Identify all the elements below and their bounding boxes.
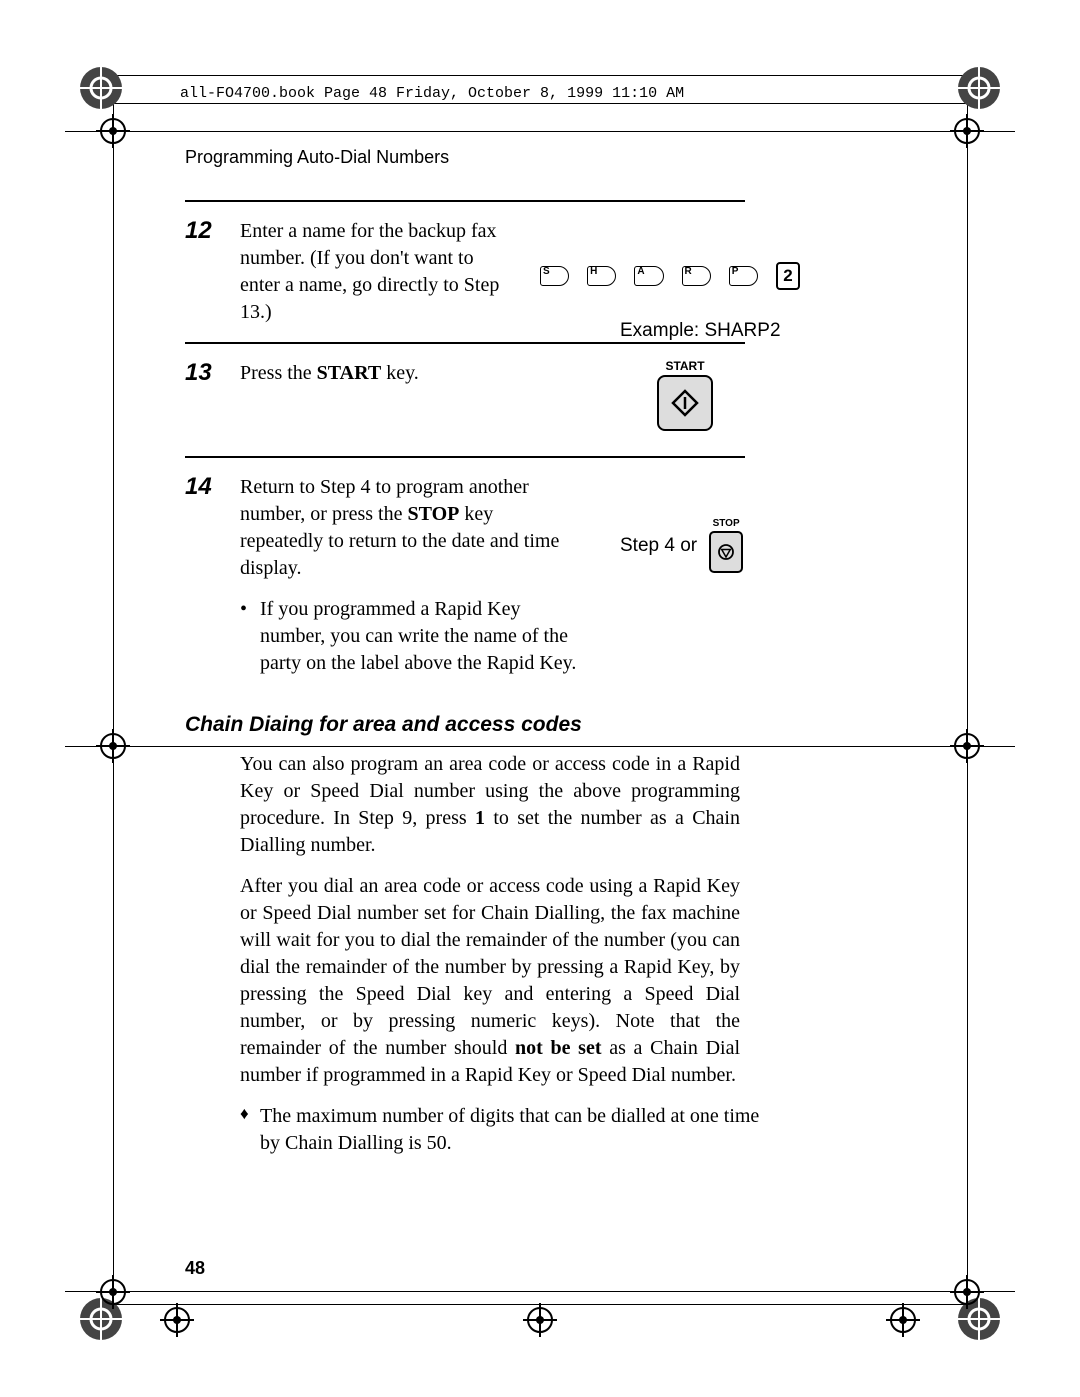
step-13: 13 Press the START key. START — [185, 342, 745, 456]
page-number: 48 — [185, 1258, 205, 1279]
crop-target-icon — [96, 1275, 130, 1309]
example-label: Example: SHARP2 — [620, 320, 800, 342]
key-S: S — [540, 266, 569, 286]
crop-target-icon — [950, 729, 984, 763]
crop-target-icon — [950, 114, 984, 148]
step-number: 12 — [185, 218, 240, 326]
start-key-icon — [657, 375, 713, 431]
page: all-FO4700.book Page 48 Friday, October … — [0, 0, 1080, 1397]
crop-rule — [65, 131, 1015, 132]
step-13-illustration: START — [520, 364, 800, 431]
text: Press the — [240, 362, 317, 384]
text: key. — [381, 362, 419, 384]
step-13-text: Press the START key. — [240, 360, 560, 387]
step-12-illustration: S H A R P 2 Example: SHARP2 — [520, 222, 800, 342]
key-P: P — [729, 266, 758, 286]
crop-target-icon — [886, 1303, 920, 1337]
crop-target-icon — [950, 1275, 984, 1309]
step-12: 12 Enter a name for the backup fax numbe… — [185, 200, 745, 342]
text-bold: 1 — [475, 807, 485, 829]
text: After you dial an area code or access co… — [240, 875, 740, 1059]
stop-key-label: STOP — [709, 518, 743, 529]
step-14: 14 Return to Step 4 to program another n… — [185, 456, 745, 693]
step-14-text: Return to Step 4 to program another numb… — [240, 474, 560, 582]
step-14-bullet: If you programmed a Rapid Key number, yo… — [240, 596, 580, 677]
crop-target-icon — [96, 114, 130, 148]
step-number: 14 — [185, 474, 240, 677]
step-number: 13 — [185, 360, 240, 440]
key-2: 2 — [776, 262, 800, 290]
chain-paragraph-2: After you dial an area code or access co… — [240, 873, 740, 1089]
masthead-text: all-FO4700.book Page 48 Friday, October … — [180, 85, 684, 102]
content-area: 12 Enter a name for the backup fax numbe… — [185, 200, 745, 1157]
key-A: A — [634, 266, 663, 286]
start-key-label: START — [650, 359, 720, 373]
chain-heading: Chain Diaing for area and access codes — [185, 713, 745, 737]
register-mark-icon — [956, 65, 1002, 111]
step-12-text: Enter a name for the backup fax number. … — [240, 218, 500, 326]
crop-target-icon — [160, 1303, 194, 1337]
text-bold: not be set — [515, 1037, 601, 1059]
crop-rule — [65, 1291, 1015, 1292]
step4-or-text: Step 4 or — [620, 535, 697, 557]
masthead-rule — [113, 103, 968, 104]
crop-target-icon — [96, 729, 130, 763]
key-R: R — [682, 266, 711, 286]
chain-paragraph-1: You can also program an area code or acc… — [240, 751, 740, 859]
chain-bullet: The maximum number of digits that can be… — [240, 1103, 760, 1157]
text-bold: STOP — [408, 503, 460, 525]
register-mark-icon — [78, 65, 124, 111]
step-14-illustration: Step 4 or STOP — [520, 478, 800, 573]
crop-rule — [65, 746, 1015, 747]
section-title: Programming Auto-Dial Numbers — [185, 147, 449, 168]
stop-key-icon — [709, 531, 743, 573]
keyboard-row: S H A R P 2 — [540, 262, 800, 290]
text-bold: START — [317, 362, 382, 384]
key-H: H — [587, 266, 616, 286]
crop-target-icon — [523, 1303, 557, 1337]
